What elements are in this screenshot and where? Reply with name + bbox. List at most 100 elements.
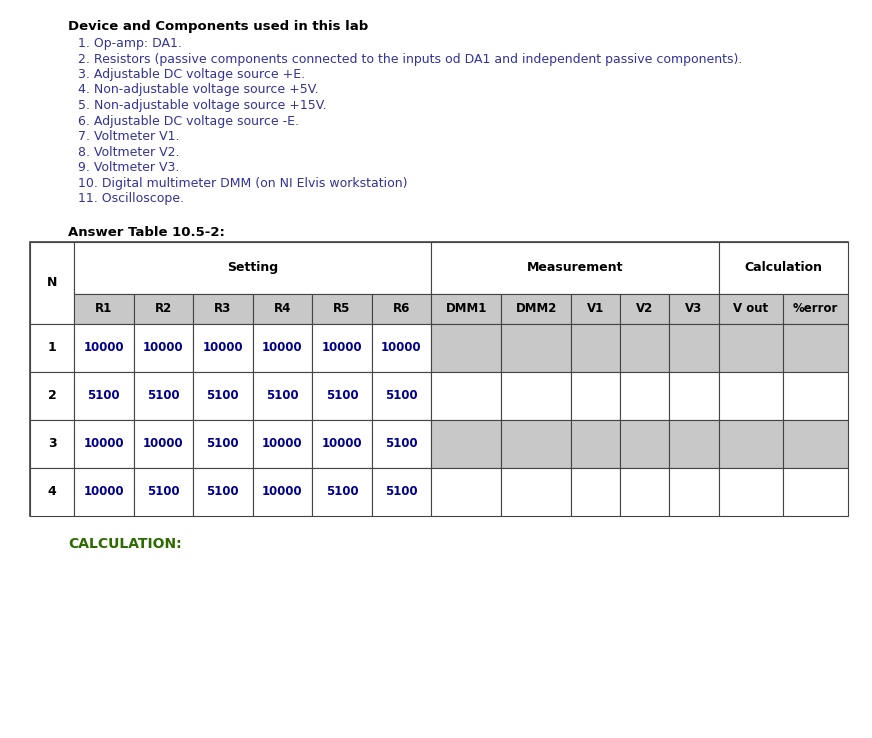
Text: R6: R6 bbox=[392, 302, 410, 315]
Bar bbox=[719, 371, 783, 419]
Bar bbox=[620, 467, 670, 516]
Bar bbox=[253, 371, 312, 419]
Bar bbox=[501, 294, 571, 323]
Text: 5100: 5100 bbox=[147, 389, 180, 402]
Text: Answer Table 10.5-2:: Answer Table 10.5-2: bbox=[68, 226, 225, 238]
Text: 4: 4 bbox=[48, 485, 57, 498]
Text: 1: 1 bbox=[48, 341, 57, 354]
Text: 10000: 10000 bbox=[262, 341, 303, 354]
Bar bbox=[571, 323, 620, 371]
Bar bbox=[719, 294, 783, 323]
Text: 11. Oscilloscope.: 11. Oscilloscope. bbox=[78, 192, 184, 205]
Bar bbox=[620, 294, 670, 323]
Bar bbox=[193, 323, 253, 371]
Bar bbox=[620, 419, 670, 467]
Text: 7. Voltmeter V1.: 7. Voltmeter V1. bbox=[78, 130, 180, 143]
Bar bbox=[371, 419, 432, 467]
Bar bbox=[670, 419, 719, 467]
Text: 5100: 5100 bbox=[266, 389, 299, 402]
Bar bbox=[253, 419, 312, 467]
Bar bbox=[312, 323, 371, 371]
Bar bbox=[783, 467, 848, 516]
Bar bbox=[30, 323, 74, 371]
Bar bbox=[133, 294, 193, 323]
Bar bbox=[719, 419, 783, 467]
Bar bbox=[432, 419, 501, 467]
Text: 5100: 5100 bbox=[385, 485, 418, 498]
Bar bbox=[571, 419, 620, 467]
Bar bbox=[253, 467, 312, 516]
Text: V out: V out bbox=[733, 302, 768, 315]
Text: DMM1: DMM1 bbox=[446, 302, 487, 315]
Bar bbox=[501, 467, 571, 516]
Text: R4: R4 bbox=[274, 302, 291, 315]
Text: 5100: 5100 bbox=[87, 389, 120, 402]
Bar bbox=[30, 371, 74, 419]
Bar bbox=[133, 467, 193, 516]
Bar bbox=[253, 323, 312, 371]
Bar bbox=[432, 241, 719, 294]
Bar bbox=[371, 294, 432, 323]
Bar bbox=[193, 467, 253, 516]
Bar bbox=[133, 419, 193, 467]
Bar bbox=[620, 323, 670, 371]
Text: 10000: 10000 bbox=[322, 341, 362, 354]
Text: R1: R1 bbox=[95, 302, 112, 315]
Bar bbox=[312, 419, 371, 467]
Bar bbox=[371, 467, 432, 516]
Text: V1: V1 bbox=[587, 302, 604, 315]
Text: Setting: Setting bbox=[227, 261, 278, 274]
Bar bbox=[432, 371, 501, 419]
Bar bbox=[620, 371, 670, 419]
Text: 5100: 5100 bbox=[207, 485, 239, 498]
Bar bbox=[312, 294, 371, 323]
Bar bbox=[670, 323, 719, 371]
Text: 5100: 5100 bbox=[207, 389, 239, 402]
Bar bbox=[432, 323, 501, 371]
Text: 10000: 10000 bbox=[84, 341, 124, 354]
Text: 5100: 5100 bbox=[147, 485, 180, 498]
Text: 3. Adjustable DC voltage source +E.: 3. Adjustable DC voltage source +E. bbox=[78, 68, 305, 81]
Bar bbox=[133, 371, 193, 419]
Text: 5100: 5100 bbox=[207, 437, 239, 450]
Text: 5100: 5100 bbox=[325, 485, 358, 498]
Bar bbox=[30, 241, 74, 323]
Text: Measurement: Measurement bbox=[527, 261, 623, 274]
Bar bbox=[74, 419, 133, 467]
Bar bbox=[371, 323, 432, 371]
Bar bbox=[30, 419, 74, 467]
Text: 8. Voltmeter V2.: 8. Voltmeter V2. bbox=[78, 145, 180, 159]
Bar bbox=[432, 294, 501, 323]
Bar bbox=[193, 419, 253, 467]
Bar bbox=[432, 467, 501, 516]
Bar bbox=[312, 467, 371, 516]
Bar bbox=[719, 467, 783, 516]
Bar bbox=[670, 294, 719, 323]
Bar bbox=[571, 294, 620, 323]
Bar bbox=[74, 294, 133, 323]
Bar bbox=[193, 294, 253, 323]
Text: 9. Voltmeter V3.: 9. Voltmeter V3. bbox=[78, 161, 180, 174]
Bar bbox=[571, 371, 620, 419]
Text: 10000: 10000 bbox=[262, 485, 303, 498]
Text: 6. Adjustable DC voltage source -E.: 6. Adjustable DC voltage source -E. bbox=[78, 114, 299, 128]
Text: 5100: 5100 bbox=[385, 437, 418, 450]
Text: 2: 2 bbox=[48, 389, 57, 402]
Bar bbox=[783, 323, 848, 371]
Bar bbox=[74, 323, 133, 371]
Bar bbox=[670, 467, 719, 516]
Text: 10000: 10000 bbox=[143, 341, 184, 354]
Bar bbox=[719, 323, 783, 371]
Text: Calculation: Calculation bbox=[745, 261, 822, 274]
Text: 10000: 10000 bbox=[381, 341, 422, 354]
Text: Device and Components used in this lab: Device and Components used in this lab bbox=[68, 20, 368, 33]
Bar bbox=[571, 467, 620, 516]
Text: 4. Non-adjustable voltage source +5V.: 4. Non-adjustable voltage source +5V. bbox=[78, 83, 318, 97]
Bar bbox=[783, 371, 848, 419]
Bar bbox=[501, 323, 571, 371]
Text: 10000: 10000 bbox=[84, 485, 124, 498]
Bar bbox=[74, 241, 432, 294]
Bar bbox=[783, 419, 848, 467]
Bar bbox=[74, 467, 133, 516]
Bar bbox=[670, 371, 719, 419]
